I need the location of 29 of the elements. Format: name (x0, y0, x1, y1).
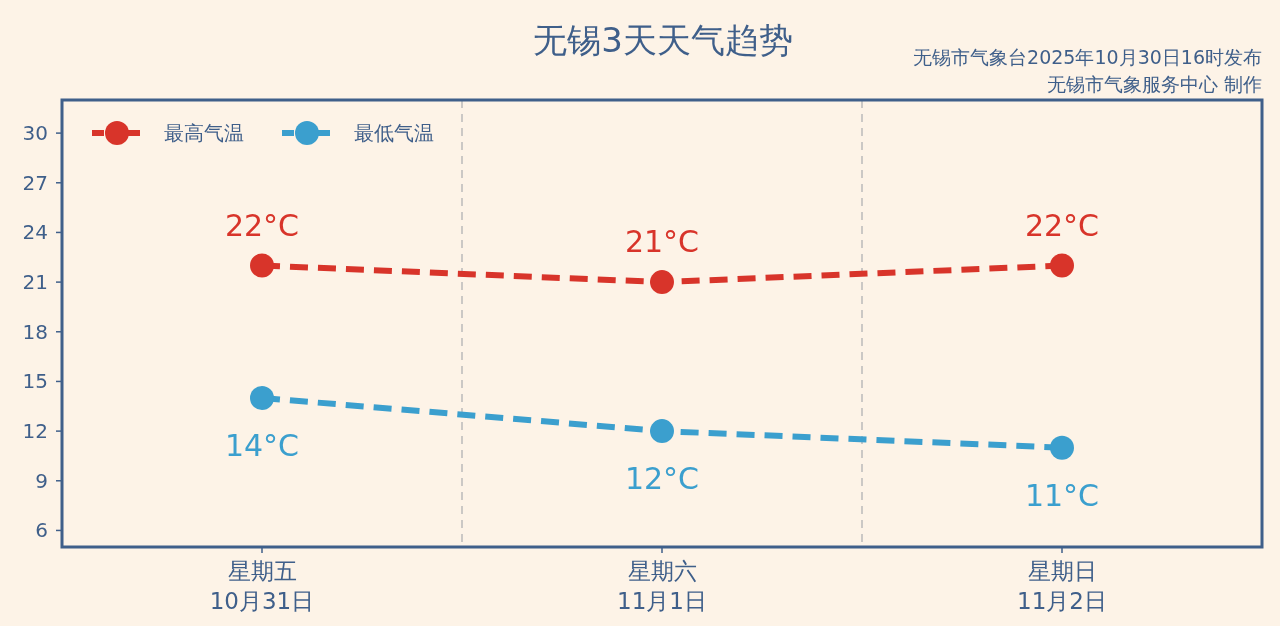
point (250, 253, 274, 278)
y-tick-label: 21 (22, 270, 48, 295)
y-tick-label: 27 (22, 170, 48, 195)
point (650, 419, 674, 444)
legend-label: 最低气温 (354, 121, 434, 145)
data-label: 11°C (1024, 477, 1100, 513)
y-tick-label: 12 (22, 419, 48, 444)
chart-title: 无锡3天天气趋势 (533, 20, 793, 60)
x-tick-label: 星期五 10月31日 (209, 558, 315, 614)
text: 无锡市气象服务中心 制作 (1046, 73, 1262, 95)
y-tick-label: 18 (22, 319, 48, 344)
point (250, 386, 274, 410)
text: 无锡市气象台2025年10月30日16时发布 (913, 46, 1262, 68)
data-label: 12°C (624, 461, 700, 497)
y-tick-label: 6 (35, 518, 48, 543)
data-label: 21°C (624, 224, 700, 260)
y-tick-label: 24 (22, 220, 48, 245)
data-label: 14°C (224, 428, 300, 463)
x-tick-label: 星期六 11月1日 (617, 558, 707, 614)
y-tick-label: 30 (22, 121, 48, 146)
legend-label: 最高气温 (164, 121, 244, 145)
point (1050, 253, 1074, 278)
point (650, 270, 674, 295)
y-tick-label: 15 (22, 369, 48, 394)
data-label: 22°C (1024, 207, 1100, 243)
x-tick-label: 星期日 11月2日 (1017, 558, 1107, 614)
data-label: 22°C (224, 207, 300, 243)
point (1050, 435, 1074, 460)
y-tick-label: 9 (35, 468, 48, 493)
